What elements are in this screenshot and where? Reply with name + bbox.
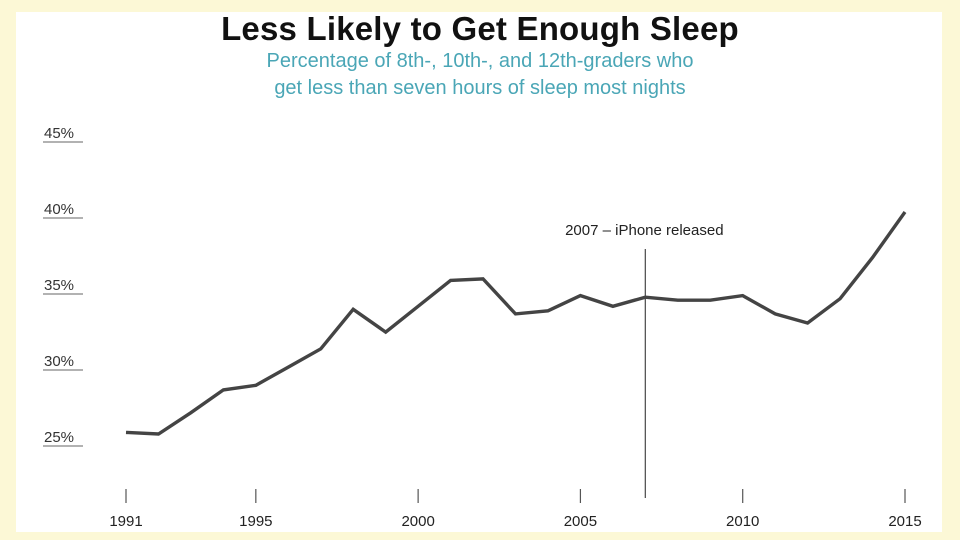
data-point: [709, 299, 711, 301]
data-point: [157, 433, 159, 435]
x-tick-label: 2005: [564, 513, 597, 530]
data-point: [904, 211, 906, 213]
data-point: [547, 310, 549, 312]
plot-area: [125, 211, 907, 436]
data-point: [287, 366, 289, 368]
data-point: [579, 294, 581, 296]
x-tick-label: 2010: [726, 513, 759, 530]
chart-panel: [16, 12, 942, 532]
data-point: [190, 412, 192, 414]
data-point: [320, 348, 322, 350]
y-tick-label: 30%: [44, 353, 74, 370]
y-tick-label: 35%: [44, 277, 74, 294]
data-point: [839, 298, 841, 300]
data-point: [255, 384, 257, 386]
series-line: [125, 211, 907, 436]
y-tick-label: 25%: [44, 429, 74, 446]
data-point: [677, 299, 679, 301]
x-tick-label: 2000: [401, 513, 434, 530]
data-point: [352, 308, 354, 310]
y-tick-label: 45%: [44, 125, 74, 142]
annotation-label: 2007 – iPhone released: [565, 222, 723, 239]
data-point: [806, 322, 808, 324]
data-point: [417, 305, 419, 307]
chart-subtitle-line-2: get less than seven hours of sleep most …: [274, 77, 686, 99]
data-point: [514, 313, 516, 315]
data-point: [385, 331, 387, 333]
x-axis: 1991 1995 2000 2005 2010 2015: [109, 489, 922, 530]
data-point: [125, 431, 127, 433]
y-axis: 25% 30% 35% 40% 45%: [43, 125, 83, 447]
x-tick-label: 2015: [888, 513, 921, 530]
data-point: [449, 279, 451, 281]
y-tick-label: 40%: [44, 201, 74, 218]
annotations: 2007 – iPhone released: [565, 222, 724, 498]
data-point: [482, 278, 484, 280]
chart-title: Less Likely to Get Enough Sleep: [221, 10, 739, 47]
x-tick-label: 1995: [239, 513, 272, 530]
data-point: [774, 313, 776, 315]
data-point: [871, 256, 873, 258]
chart-subtitle-line-1: Percentage of 8th-, 10th-, and 12th-grad…: [266, 50, 694, 72]
data-point: [612, 305, 614, 307]
x-tick-label: 1991: [109, 513, 142, 530]
data-point: [742, 294, 744, 296]
data-point: [644, 296, 646, 298]
data-point: [222, 389, 224, 391]
